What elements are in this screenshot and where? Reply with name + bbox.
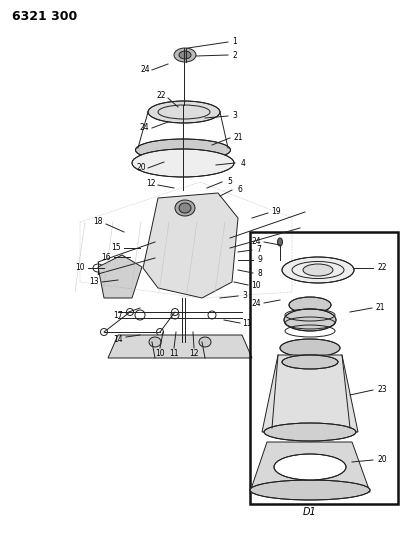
Text: 7: 7 bbox=[257, 245, 262, 254]
Ellipse shape bbox=[289, 297, 331, 313]
Ellipse shape bbox=[157, 328, 164, 335]
Text: 23: 23 bbox=[377, 384, 387, 393]
Text: 24: 24 bbox=[251, 238, 261, 246]
Text: 14: 14 bbox=[113, 335, 123, 344]
Ellipse shape bbox=[284, 309, 336, 331]
Polygon shape bbox=[143, 193, 238, 298]
Text: D1: D1 bbox=[303, 507, 317, 517]
Polygon shape bbox=[262, 355, 358, 432]
Text: 2: 2 bbox=[233, 51, 237, 60]
Text: 3: 3 bbox=[233, 111, 237, 120]
Text: 10: 10 bbox=[75, 263, 85, 272]
Ellipse shape bbox=[274, 454, 346, 480]
Text: 12: 12 bbox=[146, 180, 156, 189]
Ellipse shape bbox=[264, 423, 356, 441]
Text: 8: 8 bbox=[257, 270, 262, 279]
Text: 17: 17 bbox=[113, 311, 123, 320]
Polygon shape bbox=[98, 255, 142, 298]
Text: 18: 18 bbox=[93, 217, 103, 227]
Ellipse shape bbox=[179, 203, 191, 213]
Text: 22: 22 bbox=[156, 92, 166, 101]
Ellipse shape bbox=[277, 238, 282, 246]
Text: 1: 1 bbox=[233, 37, 237, 46]
Text: 11: 11 bbox=[242, 319, 252, 327]
Ellipse shape bbox=[250, 480, 370, 500]
Text: 19: 19 bbox=[271, 207, 281, 216]
Text: 3: 3 bbox=[243, 292, 247, 301]
Text: 24: 24 bbox=[139, 124, 149, 133]
Text: 20: 20 bbox=[377, 455, 387, 464]
Text: 15: 15 bbox=[111, 244, 121, 253]
Ellipse shape bbox=[126, 309, 133, 316]
Text: 20: 20 bbox=[136, 164, 146, 173]
Text: 4: 4 bbox=[241, 158, 246, 167]
Text: 10: 10 bbox=[155, 349, 165, 358]
Text: 10: 10 bbox=[251, 281, 261, 290]
Ellipse shape bbox=[132, 149, 234, 177]
Text: 22: 22 bbox=[377, 263, 387, 272]
Ellipse shape bbox=[135, 139, 231, 161]
Ellipse shape bbox=[135, 310, 145, 320]
Ellipse shape bbox=[282, 355, 338, 369]
Ellipse shape bbox=[175, 200, 195, 216]
Text: 24: 24 bbox=[251, 300, 261, 309]
Text: 24: 24 bbox=[140, 66, 150, 75]
Text: 9: 9 bbox=[257, 254, 262, 263]
Polygon shape bbox=[250, 442, 370, 492]
Ellipse shape bbox=[280, 339, 340, 357]
Ellipse shape bbox=[282, 257, 354, 283]
Ellipse shape bbox=[100, 328, 107, 335]
Text: 6: 6 bbox=[237, 184, 242, 193]
Ellipse shape bbox=[179, 51, 191, 59]
Ellipse shape bbox=[171, 309, 179, 316]
Text: 21: 21 bbox=[375, 303, 385, 311]
Ellipse shape bbox=[93, 264, 103, 272]
Polygon shape bbox=[108, 335, 252, 358]
Ellipse shape bbox=[149, 337, 161, 347]
Text: 6321 300: 6321 300 bbox=[12, 10, 77, 22]
Text: 5: 5 bbox=[228, 176, 233, 185]
Ellipse shape bbox=[199, 337, 211, 347]
Text: 11: 11 bbox=[169, 350, 179, 359]
Bar bbox=[250, 232, 398, 504]
Ellipse shape bbox=[208, 311, 216, 319]
Ellipse shape bbox=[148, 101, 220, 123]
Ellipse shape bbox=[174, 48, 196, 62]
Text: 21: 21 bbox=[233, 133, 243, 141]
Text: 16: 16 bbox=[101, 253, 111, 262]
Ellipse shape bbox=[171, 311, 179, 319]
Text: 13: 13 bbox=[89, 278, 99, 287]
Text: 12: 12 bbox=[189, 350, 199, 359]
Ellipse shape bbox=[303, 264, 333, 276]
